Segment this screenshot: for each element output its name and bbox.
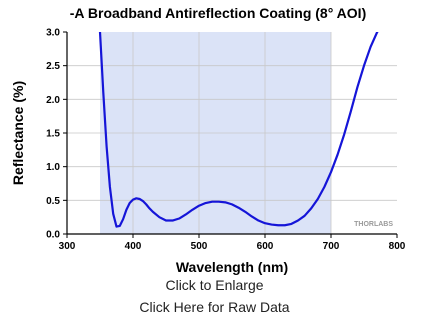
y-tick-label: 0.5 bbox=[46, 196, 60, 207]
y-tick-label: 2.5 bbox=[46, 61, 60, 72]
reflectance-curve bbox=[98, 32, 379, 228]
x-tick-label: 800 bbox=[389, 241, 406, 252]
x-tick-label: 500 bbox=[191, 241, 208, 252]
raw-data-link[interactable]: Click Here for Raw Data bbox=[139, 299, 290, 315]
chart-title: -A Broadband Antireflection Coating (8° … bbox=[70, 5, 366, 21]
enlarge-link[interactable]: Click to Enlarge bbox=[165, 277, 264, 293]
x-tick-label: 600 bbox=[257, 241, 274, 252]
thorlabs-watermark: THORLABS bbox=[354, 221, 393, 228]
x-tick-label: 700 bbox=[323, 241, 340, 252]
x-tick-label: 400 bbox=[125, 241, 142, 252]
y-tick-label: 1.5 bbox=[46, 129, 60, 140]
y-tick-label: 2.0 bbox=[46, 95, 60, 106]
y-tick-label: 3.0 bbox=[46, 28, 60, 39]
x-axis-label: Wavelength (nm) bbox=[176, 259, 288, 275]
plot-area: 300 400 500 600 700 800 0.0 0.5 1.0 1.5 2.0 2.5 3.0 T… bbox=[46, 28, 406, 253]
x-tick-label: 300 bbox=[59, 241, 76, 252]
y-tick-label: 1.0 bbox=[46, 162, 60, 173]
y-axis-label: Reflectance (%) bbox=[10, 81, 26, 185]
chart-canvas: -A Broadband Antireflection Coating (8° … bbox=[10, 5, 406, 275]
y-tick-label: 0.0 bbox=[46, 230, 60, 241]
reflectance-chart: -A Broadband Antireflection Coating (8° … bbox=[10, 5, 406, 275]
